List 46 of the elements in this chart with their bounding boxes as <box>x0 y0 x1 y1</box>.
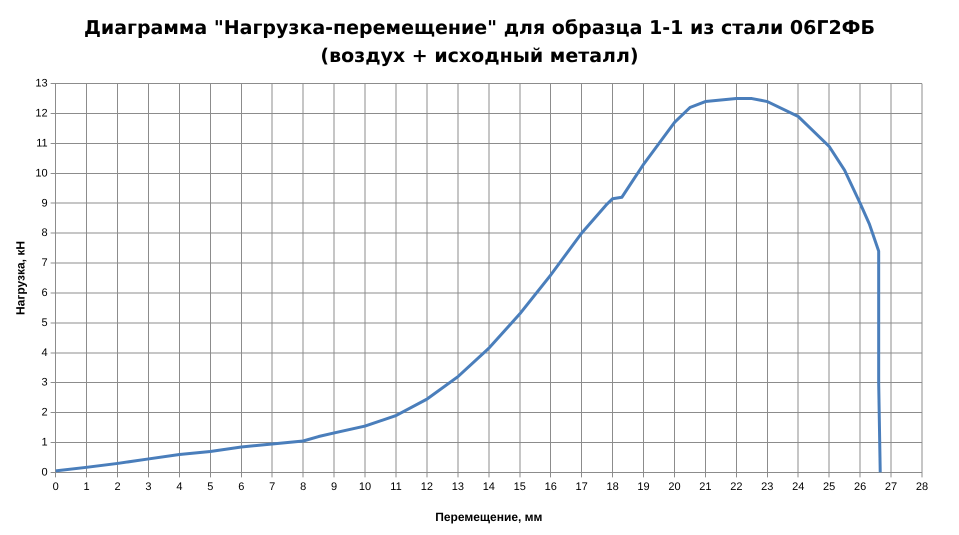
x-tick-label: 22 <box>730 481 742 494</box>
y-tick-label: 5 <box>42 316 48 329</box>
x-tick-label: 21 <box>699 481 712 494</box>
x-tick-label: 23 <box>761 481 774 494</box>
chart-title: Диаграмма "Нагрузка-перемещение" для образца 1-1 из стали 06Г2ФБ (воздух + исходный металл) <box>82 16 876 69</box>
x-tick-label: 13 <box>452 481 464 494</box>
y-tick-label: 12 <box>35 108 48 120</box>
x-tick-label: 10 <box>358 481 372 494</box>
x-tick-label: 4 <box>176 481 182 494</box>
x-tick-label: 12 <box>420 481 434 494</box>
x-tick-label: 25 <box>823 481 836 494</box>
x-tick-label: 0 <box>52 481 59 494</box>
x-tick-label: 18 <box>606 481 619 494</box>
y-tick-label: 2 <box>42 406 48 419</box>
y-tick-label: 9 <box>42 197 48 210</box>
y-tick-label: 4 <box>42 346 48 359</box>
x-tick-label: 1 <box>84 481 90 494</box>
x-tick-label: 20 <box>668 481 681 494</box>
x-tick-label: 3 <box>145 481 152 494</box>
x-axis-title: Перемещение, мм <box>435 510 543 524</box>
x-tick-label: 16 <box>544 481 557 494</box>
x-tick-label: 28 <box>916 481 928 494</box>
y-tick-label: 0 <box>42 466 48 478</box>
y-tick-label: 13 <box>35 78 48 90</box>
x-tick-label: 8 <box>300 481 306 494</box>
y-tick-label: 10 <box>35 167 48 180</box>
x-tick-label: 19 <box>637 481 650 494</box>
x-tick-label: 5 <box>207 481 214 494</box>
x-tick-label: 2 <box>114 481 121 494</box>
y-tick-label: 11 <box>36 137 48 150</box>
x-tick-label: 24 <box>792 481 804 494</box>
y-tick-label: 7 <box>42 257 48 270</box>
x-tick-label: 27 <box>884 481 898 494</box>
y-tick-label: 3 <box>42 376 48 389</box>
x-tick-label: 15 <box>514 481 526 494</box>
x-tick-label: 6 <box>238 481 244 494</box>
y-tick-label: 1 <box>42 436 48 449</box>
x-tick-label: 9 <box>331 481 338 494</box>
y-tick-label: 6 <box>42 286 48 299</box>
y-tick-label: 8 <box>42 227 48 240</box>
x-tick-label: 14 <box>482 481 495 494</box>
x-tick-label: 11 <box>390 481 402 494</box>
x-tick-label: 26 <box>854 481 866 494</box>
x-tick-label: 17 <box>576 481 588 494</box>
x-tick-label: 7 <box>269 481 276 494</box>
y-axis-title: Нагрузка, кН <box>14 240 28 316</box>
